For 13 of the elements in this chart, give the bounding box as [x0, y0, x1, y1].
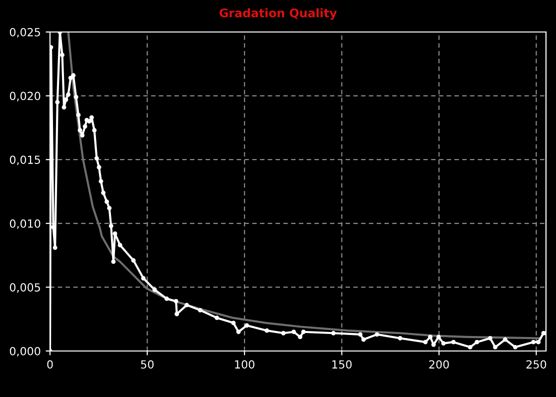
y-tick-label: 0,015 — [10, 156, 40, 166]
y-tick-label: 0,010 — [10, 219, 40, 229]
x-tick-label: 250 — [526, 360, 546, 369]
y-tick-label: 0,025 — [10, 28, 40, 38]
x-tick-label: 0 — [47, 360, 53, 369]
x-tick-label: 50 — [141, 360, 154, 369]
y-tick-label: 0,020 — [10, 92, 40, 102]
y-tick-label: 0,005 — [10, 283, 40, 293]
y-tick-label: 0,000 — [10, 346, 40, 357]
x-tick-label: 200 — [429, 360, 449, 369]
x-tick-label: 100 — [235, 360, 254, 369]
x-tick-label: 150 — [332, 360, 352, 369]
chart-title: Gradation Quality — [220, 8, 337, 20]
